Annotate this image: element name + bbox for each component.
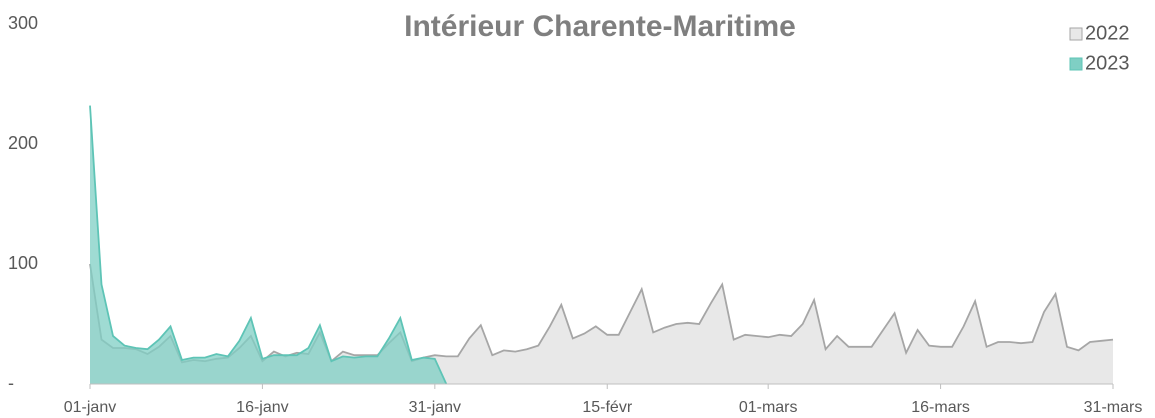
- legend-label: 2022: [1085, 22, 1130, 44]
- area: [90, 264, 1113, 384]
- legend-label: 2023: [1085, 52, 1130, 74]
- x-tick-label: 16-mars: [911, 399, 970, 416]
- x-tick-label: 01-mars: [739, 399, 798, 416]
- y-tick-label: 300: [8, 13, 38, 33]
- x-tick-label: 31-mars: [1084, 399, 1143, 416]
- legend-swatch: [1069, 57, 1083, 71]
- chart-title: Intérieur Charente-Maritime: [404, 10, 796, 43]
- x-tick-label: 16-janv: [236, 399, 288, 416]
- x-tick-label: 15-févr: [582, 399, 632, 416]
- y-tick-label: -: [8, 373, 14, 393]
- legend-swatch: [1069, 27, 1083, 41]
- y-tick-label: 100: [8, 253, 38, 273]
- area: [90, 105, 447, 384]
- x-tick-label: 31-janv: [409, 399, 461, 416]
- line: [89, 105, 448, 385]
- y-tick-label: 200: [8, 133, 38, 153]
- x-tick-label: 01-janv: [64, 399, 116, 416]
